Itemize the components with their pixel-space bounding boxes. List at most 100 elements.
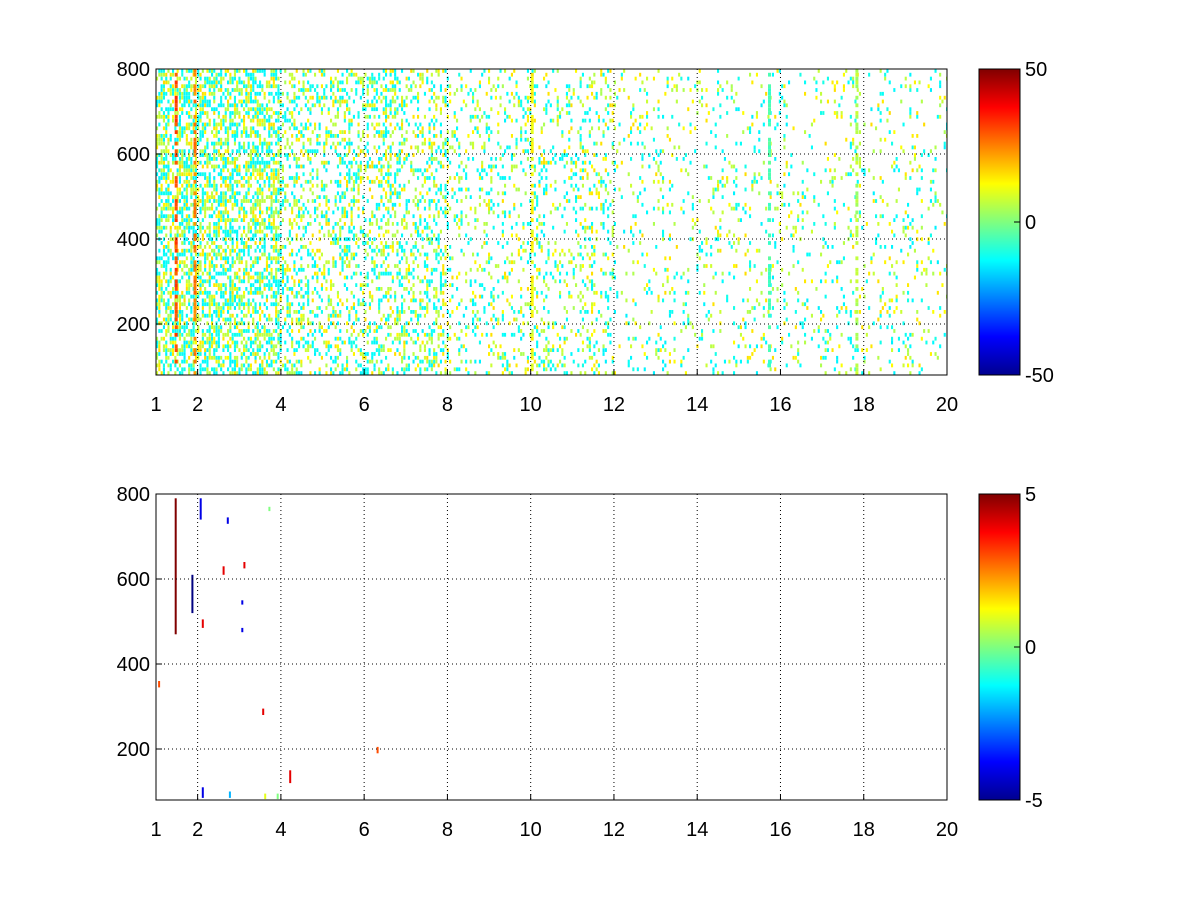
heatmap-cell — [325, 222, 328, 226]
heatmap-cell — [201, 298, 204, 303]
heatmap-cell — [233, 160, 236, 165]
heatmap-cell — [165, 355, 168, 360]
heatmap-cell — [252, 145, 255, 150]
heatmap-cell — [211, 321, 214, 326]
heatmap-cell — [249, 99, 252, 104]
heatmap-cell — [526, 76, 529, 81]
heatmap-cell — [277, 191, 280, 196]
heatmap-cell — [439, 160, 442, 165]
heatmap-cell — [355, 80, 358, 85]
heatmap-cell — [211, 298, 214, 303]
heatmap-cell — [300, 306, 303, 310]
heatmap-cell — [206, 252, 209, 257]
heatmap-cell — [215, 355, 218, 360]
heatmap-cell — [501, 229, 504, 234]
heatmap-cell — [382, 134, 385, 138]
heatmap-cell — [419, 130, 422, 134]
heatmap-cell — [405, 210, 408, 215]
heatmap-cell — [510, 332, 513, 337]
heatmap-cell — [366, 352, 369, 356]
heatmap-cell — [213, 329, 216, 333]
heatmap-cell — [293, 126, 296, 131]
heatmap-cell — [536, 363, 539, 368]
heatmap-cell — [254, 111, 257, 115]
heatmap-cell — [352, 199, 355, 203]
heatmap-cell — [357, 237, 360, 242]
heatmap-cell — [533, 183, 536, 188]
heatmap-cell — [204, 84, 207, 89]
heatmap-cell — [426, 367, 429, 372]
heatmap-cell — [167, 321, 170, 326]
heatmap-cell — [304, 95, 307, 100]
heatmap-cell — [199, 317, 202, 322]
heatmap-cell — [227, 355, 230, 360]
heatmap-cell — [520, 126, 523, 131]
heatmap-cell — [252, 80, 255, 85]
heatmap-cell — [236, 359, 239, 364]
heatmap-cell — [268, 264, 271, 268]
heatmap-cell — [288, 222, 291, 226]
heatmap-cell — [220, 218, 223, 222]
heatmap-cell — [307, 157, 310, 161]
heatmap-cell — [268, 118, 271, 123]
heatmap-cell — [272, 245, 275, 249]
heatmap-cell — [204, 340, 207, 345]
heatmap-cell — [423, 252, 426, 257]
heatmap-cell — [238, 191, 241, 196]
heatmap-cell — [302, 153, 305, 157]
heatmap-cell — [311, 310, 314, 314]
heatmap-cell — [284, 111, 287, 115]
heatmap-cell — [201, 359, 204, 364]
heatmap-cell — [330, 298, 333, 303]
heatmap-cell — [414, 340, 417, 345]
heatmap-cell — [334, 134, 337, 138]
heatmap-cell — [181, 371, 184, 375]
heatmap-cell — [385, 179, 388, 184]
heatmap-cell — [522, 168, 525, 173]
heatmap-cell — [451, 283, 454, 287]
heatmap-cell — [183, 359, 186, 364]
heatmap-cell — [368, 329, 371, 333]
heatmap-cell — [201, 153, 204, 157]
heatmap-cell — [277, 149, 280, 154]
heatmap-cell — [348, 107, 351, 112]
heatmap-cell — [238, 168, 241, 173]
heatmap-cell — [309, 160, 312, 165]
heatmap-cell — [213, 153, 216, 157]
heatmap-cell — [412, 275, 415, 280]
heatmap-cell — [364, 218, 367, 222]
heatmap-cell — [371, 222, 374, 226]
heatmap-cell — [178, 321, 181, 326]
heatmap-cell — [536, 195, 539, 199]
heatmap-cell — [197, 283, 200, 287]
heatmap-cell — [165, 260, 168, 265]
heatmap-cell — [385, 157, 388, 161]
heatmap-cell — [488, 371, 491, 375]
heatmap-cell — [272, 256, 275, 261]
heatmap-cell — [217, 88, 220, 92]
heatmap-cell — [231, 160, 234, 165]
heatmap-cell — [167, 355, 170, 360]
heatmap-cell — [330, 371, 333, 375]
heatmap-cell — [327, 267, 330, 272]
heatmap-cell — [162, 275, 165, 280]
heatmap-cell — [439, 134, 442, 138]
heatmap-cell — [378, 325, 381, 330]
heatmap-cell — [394, 317, 397, 322]
heatmap-cell — [211, 141, 214, 146]
heatmap-cell — [206, 359, 209, 364]
heatmap-cell — [270, 141, 273, 146]
heatmap-cell — [307, 99, 310, 104]
heatmap-cell — [357, 172, 360, 177]
heatmap-cell — [286, 359, 289, 364]
heatmap-cell — [197, 114, 200, 119]
heatmap-cell — [224, 149, 227, 154]
heatmap-cell — [213, 164, 216, 169]
heatmap-cell — [362, 80, 365, 85]
heatmap-cell — [240, 256, 243, 261]
heatmap-cell — [222, 336, 225, 341]
heatmap-cell — [247, 229, 250, 234]
heatmap-cell — [364, 248, 367, 253]
heatmap-cell — [215, 72, 218, 77]
heatmap-cell — [215, 80, 218, 85]
